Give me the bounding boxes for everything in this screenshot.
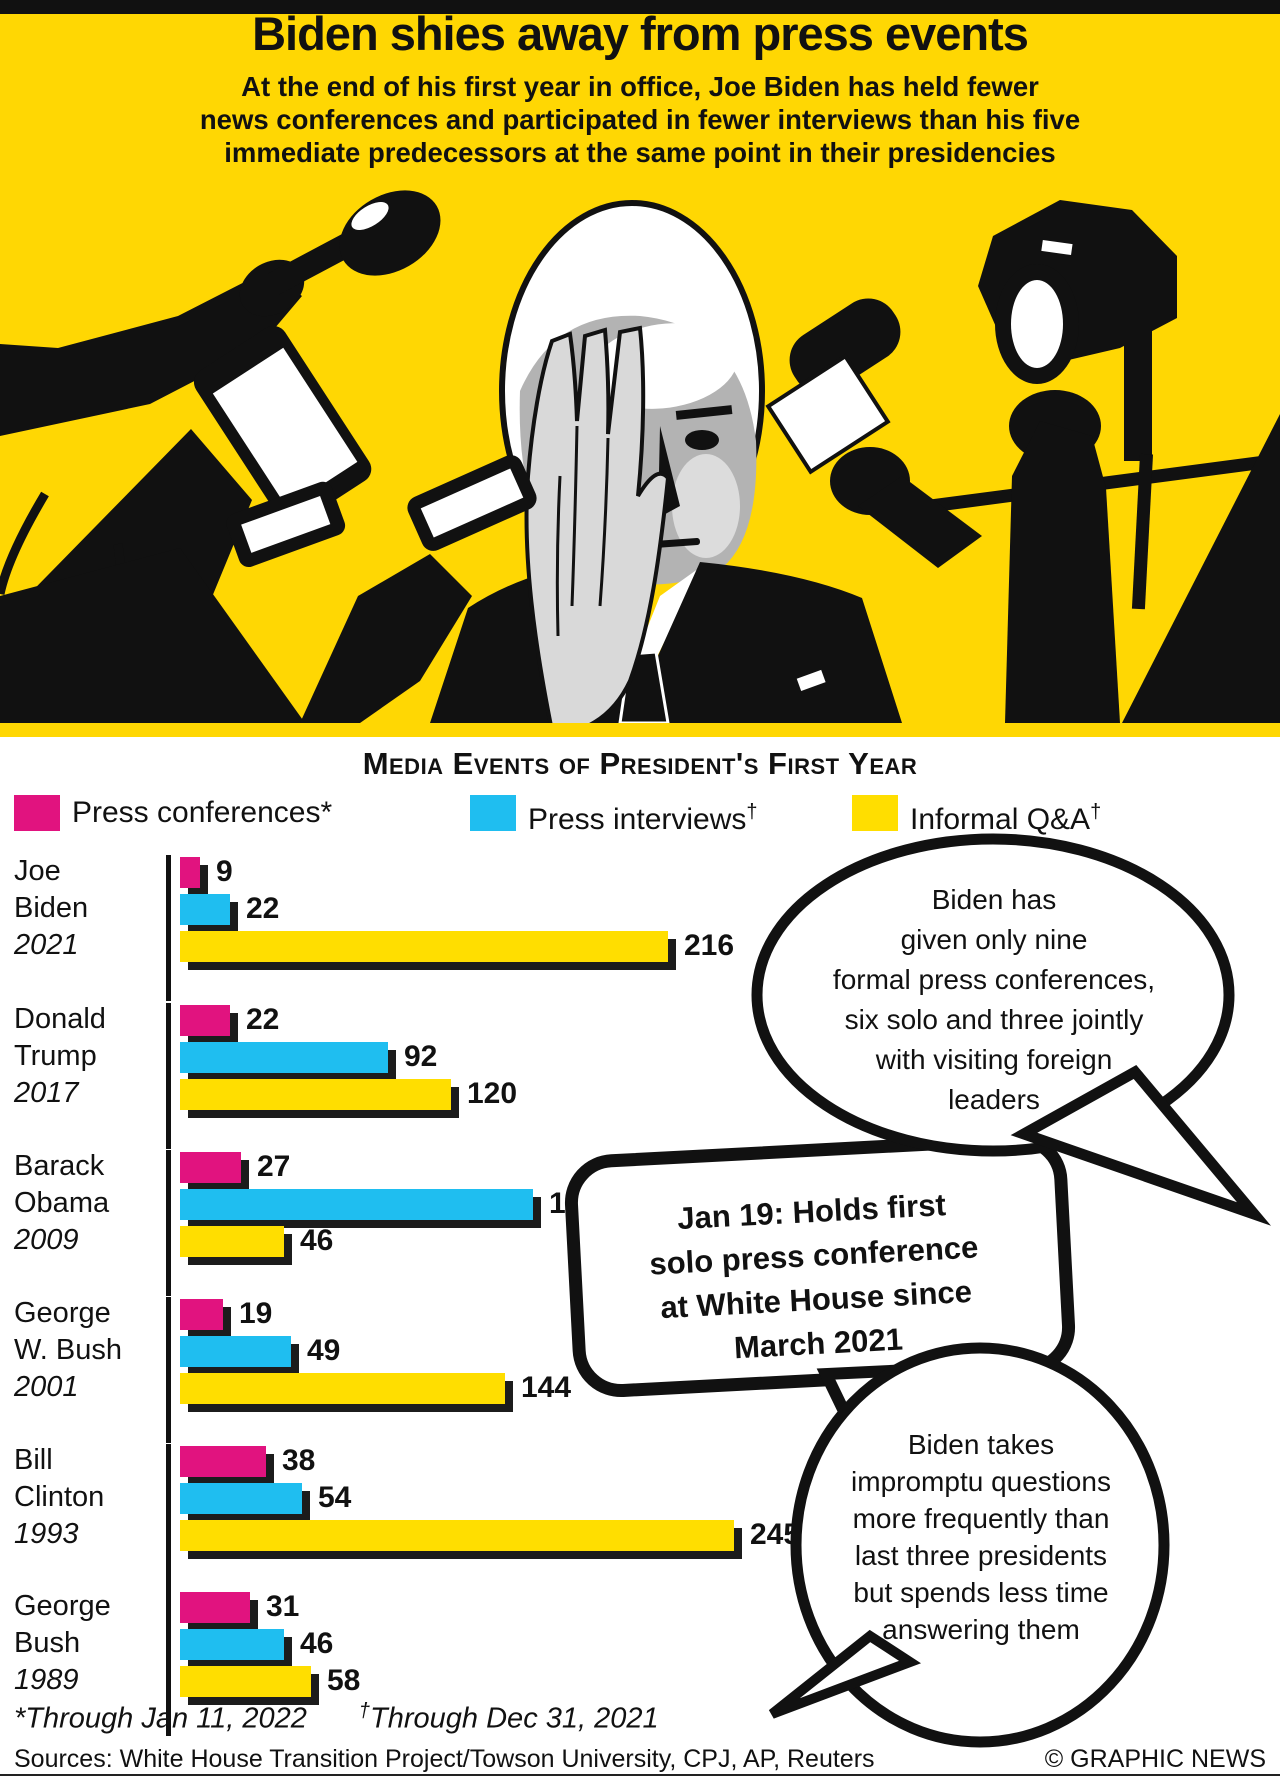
- press-scrum-illustration: [0, 190, 1280, 723]
- recorder-hand-icon: [300, 455, 537, 723]
- president-label: Joe Biden 2021: [14, 855, 89, 961]
- bar-press-conferences-: [180, 1005, 230, 1036]
- legend-swatch-2: [470, 795, 516, 831]
- legend-swatch-3: [852, 795, 898, 831]
- bar-press-interviews-: [180, 1483, 302, 1514]
- legend-label-1: Press conferences*: [72, 796, 333, 829]
- bar-value-label: 46: [300, 1627, 334, 1660]
- footnotes: *Through Jan 11, 2022 †Through Dec 31, 20…: [14, 1700, 914, 1736]
- president-label: Barack Obama 2009: [14, 1150, 110, 1256]
- bubble-text-conferences: Biden has given only nine formal press c…: [832, 884, 1156, 1115]
- bar-value-label: 22: [246, 1003, 280, 1036]
- bar-press-conferences-: [180, 1299, 223, 1330]
- biden-figure: [430, 200, 902, 723]
- bar-informal-q-a-: [180, 931, 668, 962]
- bottom-rule: [0, 1774, 1280, 1776]
- voice-recorder-icon: [0, 481, 346, 723]
- microphone-icon: [0, 190, 441, 436]
- bar-informal-q-a-: [180, 1079, 451, 1110]
- legend-label-2: Press interviews†: [528, 801, 758, 836]
- bar-press-conferences-: [180, 1152, 241, 1183]
- copyright-credit: © GRAPHIC NEWS: [1044, 1745, 1266, 1773]
- axis-line: [166, 1150, 171, 1296]
- bubble-text-jan19: Jan 19: Holds first solo press conferenc…: [648, 1187, 980, 1366]
- bar-value-label: 31: [266, 1590, 300, 1623]
- legend-label-3: Informal Q&A†: [910, 801, 1102, 836]
- bar-value-label: 92: [404, 1040, 438, 1073]
- bar-value-label: 216: [684, 929, 735, 962]
- president-label: Bill Clinton 1993: [14, 1444, 105, 1550]
- bar-value-label: 144: [521, 1371, 572, 1404]
- axis-line: [166, 1444, 171, 1590]
- axis-line: [166, 1003, 171, 1149]
- president-label: George Bush 1989: [14, 1590, 111, 1696]
- bar-press-interviews-: [180, 1189, 533, 1220]
- footnote-asterisk-mark: *: [14, 1702, 26, 1735]
- bar-press-interviews-: [180, 1336, 291, 1367]
- top-black-bar: [0, 0, 1280, 14]
- bar-press-conferences-: [180, 857, 200, 888]
- sources-line: Sources: White House Transition Project/…: [14, 1745, 875, 1773]
- bar-value-label: 120: [467, 1077, 518, 1110]
- axis-line: [166, 1297, 171, 1443]
- bar-press-interviews-: [180, 1042, 388, 1073]
- axis-line: [166, 1590, 171, 1736]
- bar-informal-q-a-: [180, 1666, 311, 1697]
- president-label: George W. Bush 2001: [14, 1297, 122, 1403]
- bar-value-label: 49: [307, 1334, 341, 1367]
- bubble-text-impromptu: Biden takes impromptu questions more fre…: [851, 1429, 1111, 1645]
- bar-press-conferences-: [180, 1446, 266, 1477]
- bar-value-label: 54: [318, 1481, 352, 1514]
- bar-value-label: 27: [257, 1150, 291, 1183]
- bar-informal-q-a-: [180, 1520, 734, 1551]
- bar-informal-q-a-: [180, 1373, 505, 1404]
- bar-value-label: 58: [327, 1664, 361, 1697]
- bar-value-label: 38: [282, 1444, 316, 1477]
- footnote-asterisk-text: Through Jan 11, 2022: [25, 1702, 307, 1735]
- bar-value-label: 22: [246, 892, 280, 925]
- page-title: Biden shies away from press events: [252, 7, 1029, 60]
- bar-value-label: 46: [300, 1224, 334, 1257]
- axis-line: [166, 855, 171, 1001]
- president-label: Donald Trump 2017: [14, 1003, 106, 1109]
- footnote-dagger-mark: †: [358, 1700, 371, 1722]
- bar-press-conferences-: [180, 1592, 250, 1623]
- page-subtitle: At the end of his first year in office, …: [199, 71, 1081, 168]
- bar-press-interviews-: [180, 894, 230, 925]
- legend-swatch-1: [14, 795, 60, 831]
- bar-value-label: 19: [239, 1297, 273, 1330]
- footnote-dagger-text: Through Dec 31, 2021: [370, 1702, 659, 1735]
- camera-icon: [978, 200, 1280, 723]
- bar-value-label: 9: [216, 855, 233, 888]
- bar-value-label: 245: [750, 1518, 801, 1551]
- bar-informal-q-a-: [180, 1226, 284, 1257]
- chart-title: Media Events of President's First Year: [362, 746, 918, 781]
- bar-press-interviews-: [180, 1629, 284, 1660]
